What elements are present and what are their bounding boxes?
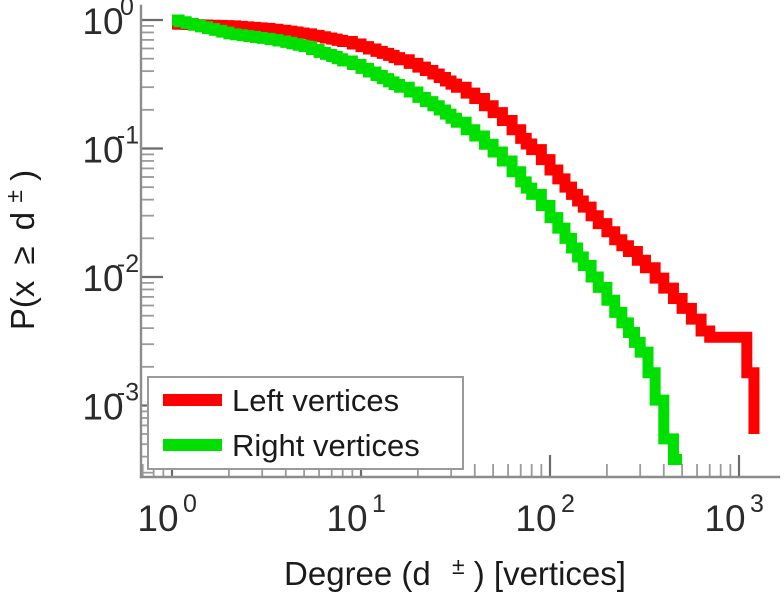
legend-item-right-vertices[interactable]: Right vertices [163,428,420,463]
legend-label-left-vertices: Left vertices [232,383,399,418]
axis-ticks [141,18,741,477]
x-tick-exponent-1: 1 [372,490,386,518]
x-tick-mantissa-2: 10 [515,498,556,539]
series-left-vertices [172,18,760,435]
x-axis-title-text: Degree (d ± ) [vertices] [284,544,626,592]
y-title-p: P(x [4,280,41,330]
legend-label-right-vertices: Right vertices [232,428,420,463]
x-tick-mantissa-1: 10 [326,498,367,539]
data-series [172,14,760,465]
y-tick-mantissa-1: 10 [82,130,123,171]
y-tick-mantissa-0: 10 [82,1,123,42]
x-tick-label-3: 10 3 [704,490,764,539]
y-tick-label-1: 10-1 [82,122,139,171]
x-tick-exponent-2: 2 [561,490,575,518]
x-tick-labels: 10 0 10 1 10 2 10 3 [137,490,764,539]
x-tick-mantissa-0: 10 [137,498,178,539]
series-right-vertices [172,14,683,465]
y-tick-exponent-2: -2 [117,250,139,278]
y-tick-label-3: 10-3 [82,379,139,428]
y-tick-exponent-0: 0 [120,0,134,21]
axis-lines [139,4,781,479]
legend-item-left-vertices[interactable]: Left vertices [163,383,399,418]
y-axis-title: P(x ≥ d ± ) [0,170,41,330]
y-axis-title-text: P(x ≥ d ± ) [0,170,41,330]
y-tick-label-0: 100 [82,0,134,42]
x-title-main: Degree (d [284,555,431,592]
legend-frame [147,376,464,470]
x-title-sup: ± [452,553,465,579]
y-title-sup: ± [1,190,27,203]
chart-legend[interactable]: Left vertices Right vertices [147,376,464,470]
x-tick-label-0: 10 0 [137,490,197,539]
y-tick-exponent-3: -3 [117,379,139,407]
y-tick-exponent-1: -1 [117,122,139,150]
y-tick-mantissa-3: 10 [82,387,123,428]
x-tick-exponent-3: 3 [750,490,764,518]
y-title-close: ) [4,170,41,181]
y-title-ge: ≥ [4,246,41,264]
x-tick-exponent-0: 0 [183,490,197,518]
x-tick-mantissa-3: 10 [704,498,745,539]
x-tick-label-1: 10 1 [326,490,386,539]
y-tick-mantissa-2: 10 [82,258,123,299]
x-title-tail: ) [vertices] [474,555,626,592]
y-tick-label-2: 10-2 [82,250,139,299]
x-tick-label-2: 10 2 [515,490,575,539]
y-title-d: d [4,212,41,230]
